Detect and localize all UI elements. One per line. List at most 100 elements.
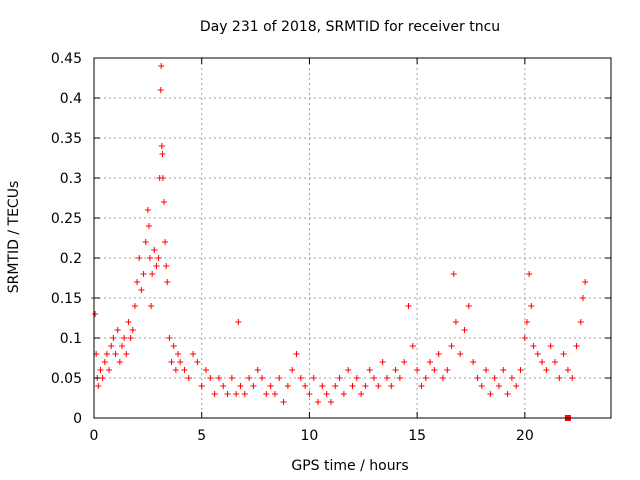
data-point [157,87,164,93]
data-point [203,367,210,373]
data-point [345,367,352,373]
data-point [362,383,369,389]
data-point [302,383,309,389]
x-tick-label: 5 [197,428,206,444]
data-point [573,343,580,349]
plot-frame [93,57,612,419]
data-point [534,351,541,357]
data-point [198,383,205,389]
data-point [190,351,197,357]
data-point [215,375,222,381]
data-point [336,375,343,381]
data-point [414,367,421,373]
data-point [366,367,373,373]
x-tick-label: 15 [408,428,426,444]
y-tick-label: 0.1 [60,331,82,347]
data-point [528,303,535,309]
data-point [138,287,145,293]
data-point [323,391,330,397]
data-point [163,263,170,269]
data-point [517,367,524,373]
data-point [396,375,403,381]
ticks: 0 5 10 15 20 0 0.05 0.1 0.15 0.2 0.25 0.3 0.35 0.4 0.4… [51,51,611,444]
data-point [340,391,347,397]
data-point [470,359,477,365]
data-point [379,359,386,365]
data-point [263,391,270,397]
data-point [495,383,502,389]
x-axis-label: GPS time / hours [291,458,408,474]
data-point [579,295,586,301]
data-point [551,359,558,365]
data-point [153,263,160,269]
data-point [435,351,442,357]
data-point [388,383,395,389]
chart-title: Day 231 of 2018, SRMTID for receiver tnc… [200,19,500,35]
data-point [164,279,171,285]
axes [93,57,612,419]
data-point [172,367,179,373]
y-axis-label: SRMTID / TECUs [6,181,22,294]
data-point [422,375,429,381]
data-point [448,343,455,349]
data-point [431,367,438,373]
data-point [121,335,128,341]
data-point [161,199,168,205]
data-point [271,391,278,397]
data-point [114,327,121,333]
data-point [129,327,136,333]
y-tick-label: 0.35 [51,131,82,147]
data-point [401,359,408,365]
data-point [405,303,412,309]
data-point [110,335,117,341]
data-point [577,319,584,325]
data-point [194,359,201,365]
data-point [508,375,515,381]
data-point [149,271,156,277]
data-point [127,335,134,341]
data-point [101,359,108,365]
data-point [452,319,459,325]
data-point [353,375,360,381]
data-point [116,359,123,365]
data-point [235,319,242,325]
data-point [246,375,253,381]
data-point [166,335,173,341]
data-point [140,271,147,277]
data-point [306,391,313,397]
data-point [92,311,99,317]
data-point [582,279,589,285]
data-point [465,303,472,309]
data-point [327,399,334,405]
data-point [457,351,464,357]
y-tick-label: 0 [73,411,82,427]
data-point [526,271,533,277]
data-point [125,319,132,325]
data-point [293,351,300,357]
y-tick-label: 0.2 [60,251,82,267]
data-point [233,391,240,397]
data-point [241,391,248,397]
data-point [147,255,154,261]
data-point [267,383,274,389]
data-point [106,367,113,373]
data-point [175,351,182,357]
data-point [474,375,481,381]
data-point [142,239,149,245]
data-point [144,207,151,213]
data-point [358,391,365,397]
x-tick-label: 20 [516,428,534,444]
data-points [91,63,589,421]
data-point [131,303,138,309]
data-point [450,271,457,277]
data-point [228,375,235,381]
data-point [224,391,231,397]
data-point [371,375,378,381]
data-point [375,383,382,389]
data-point [136,255,143,261]
data-point [504,391,511,397]
data-point [539,359,546,365]
data-point [392,367,399,373]
